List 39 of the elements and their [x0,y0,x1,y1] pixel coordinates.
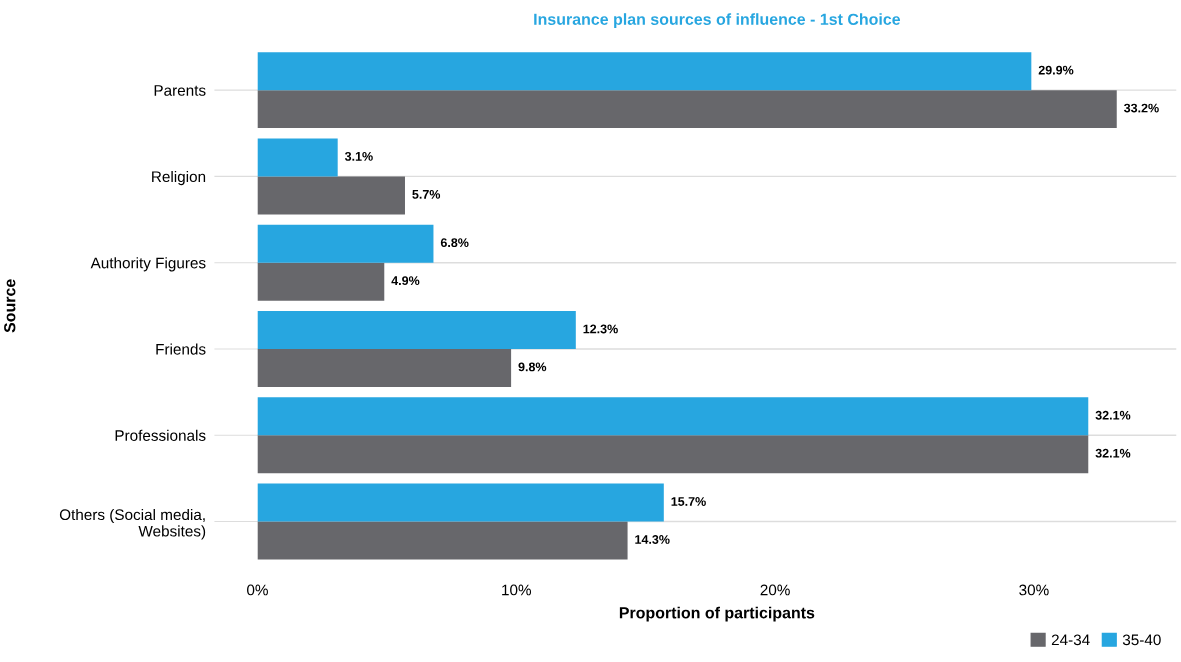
x-tick-label: 30% [1019,584,1049,596]
y-axis-title: Source [4,279,16,333]
bar [257,521,628,560]
data-label: 6.8% [440,238,469,248]
x-axis-title: Proportion of participants [619,606,815,622]
bar [257,176,405,215]
y-tick-label: Parents [154,85,206,96]
data-label: 14.3% [635,535,670,544]
bar [257,90,1117,129]
data-label: 29.9% [1038,65,1074,75]
y-tick-label: Religion [152,170,206,186]
bar [257,348,512,387]
bar [257,397,1089,436]
bar [257,262,385,301]
data-label: 5.7% [412,189,441,199]
bar [257,52,1032,91]
bar [257,311,576,349]
data-label: 32.1% [1095,448,1131,458]
y-tick-label: Professionals [115,429,206,441]
y-tick-label: Authority Figures [90,257,206,272]
legend-label: 24-34 [1051,634,1090,646]
data-label: 3.1% [344,151,373,161]
bar [257,138,338,177]
x-tick-label: 10% [502,584,532,596]
y-tick-label: Others (Social media, Websites) [59,508,206,540]
bar [257,224,434,263]
bar [257,483,664,522]
data-label: 4.9% [391,276,420,286]
data-label: 9.8% [518,362,547,372]
x-tick-label: 0% [247,584,268,596]
data-label: 12.3% [583,324,618,334]
data-label: 33.2% [1123,103,1159,113]
chart-title: Insurance plan sources of influence - 1st Choice [534,13,901,29]
data-label: 15.7% [671,497,706,506]
y-tick-label: Friends [156,343,206,355]
legend-label: 35-40 [1122,634,1161,646]
bar [257,435,1089,474]
x-tick-label: 20% [760,584,790,596]
data-label: 32.1% [1095,410,1131,420]
